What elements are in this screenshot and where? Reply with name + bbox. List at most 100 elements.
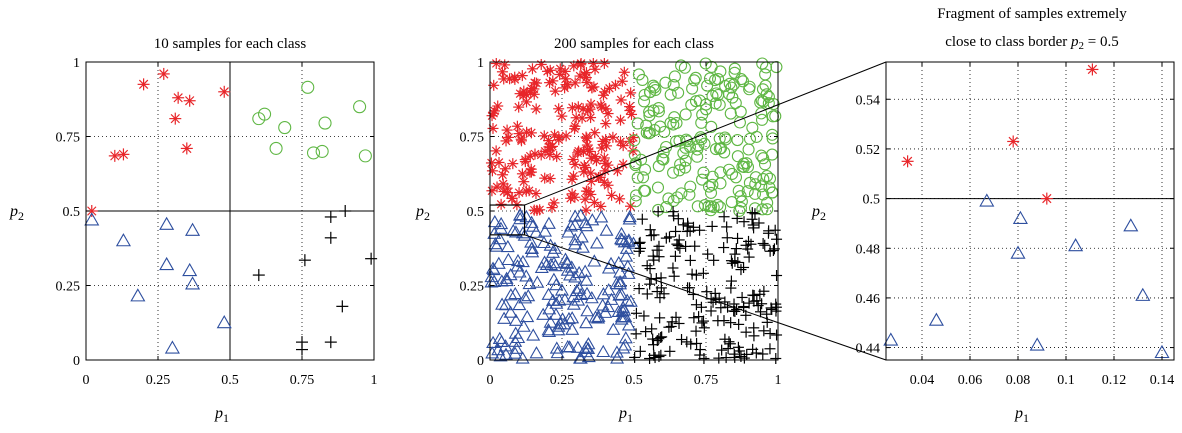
data-point bbox=[539, 172, 551, 184]
data-point bbox=[733, 204, 746, 217]
data-point bbox=[584, 291, 599, 304]
data-point bbox=[743, 297, 755, 309]
data-point bbox=[536, 307, 551, 320]
data-point bbox=[574, 70, 586, 82]
data-point bbox=[671, 191, 684, 204]
y-tick-label: 0.48 bbox=[856, 242, 881, 257]
x-tick-label: 0 bbox=[487, 373, 494, 388]
data-point bbox=[573, 208, 588, 221]
data-point bbox=[681, 336, 693, 348]
data-point bbox=[278, 121, 292, 135]
data-point bbox=[979, 193, 995, 207]
data-point bbox=[518, 176, 530, 188]
series-star bbox=[85, 67, 231, 217]
data-point bbox=[625, 87, 637, 99]
data-point bbox=[588, 196, 600, 208]
data-point bbox=[546, 255, 561, 269]
data-point bbox=[716, 344, 728, 356]
data-point bbox=[652, 206, 664, 218]
y-tick-label: 0 bbox=[73, 354, 80, 369]
x-tick-label: 0.25 bbox=[146, 373, 171, 388]
data-point bbox=[585, 152, 597, 164]
data-point bbox=[641, 260, 653, 272]
y-tick-label: 0.25 bbox=[56, 280, 81, 295]
data-point bbox=[694, 224, 706, 236]
y-tick-label: 0.46 bbox=[856, 292, 881, 307]
data-point bbox=[607, 131, 619, 143]
data-point bbox=[618, 66, 630, 78]
data-point bbox=[667, 262, 679, 274]
x-tick-label: 0.14 bbox=[1150, 373, 1175, 388]
data-point bbox=[695, 301, 707, 313]
data-point bbox=[668, 210, 680, 222]
data-point bbox=[566, 173, 578, 185]
data-point bbox=[510, 259, 525, 272]
x-tick-label: 1 bbox=[775, 373, 782, 388]
data-point bbox=[664, 116, 677, 129]
data-point bbox=[503, 288, 518, 301]
data-point bbox=[296, 336, 308, 349]
data-point bbox=[529, 225, 544, 238]
data-point bbox=[1029, 337, 1045, 351]
series-circle bbox=[252, 80, 372, 163]
data-point bbox=[581, 341, 596, 354]
data-point bbox=[580, 304, 595, 317]
y-axis-label: p2 bbox=[811, 203, 826, 223]
data-point bbox=[649, 352, 661, 364]
data-point bbox=[684, 180, 697, 193]
data-point bbox=[670, 225, 682, 237]
data-point bbox=[672, 86, 685, 99]
data-point bbox=[712, 88, 725, 102]
data-point bbox=[538, 224, 553, 237]
data-point bbox=[679, 108, 692, 121]
data-point bbox=[252, 269, 265, 282]
data-point bbox=[698, 322, 710, 334]
data-point bbox=[551, 151, 563, 163]
y-tick-label: 0.5 bbox=[863, 193, 881, 208]
data-point bbox=[487, 226, 502, 239]
data-point bbox=[714, 177, 727, 190]
data-point bbox=[524, 215, 539, 228]
data-point bbox=[552, 293, 567, 306]
data-point bbox=[668, 70, 681, 83]
series-plus bbox=[252, 205, 378, 356]
data-point bbox=[699, 103, 713, 116]
x-tick-label: 1 bbox=[371, 373, 378, 388]
data-point bbox=[672, 240, 684, 252]
data-point bbox=[721, 221, 733, 233]
data-point bbox=[569, 158, 581, 170]
data-point bbox=[764, 245, 776, 257]
data-point bbox=[883, 332, 899, 346]
data-point bbox=[491, 342, 506, 356]
data-point bbox=[725, 81, 738, 94]
data-point bbox=[513, 101, 525, 113]
data-point bbox=[677, 147, 690, 160]
data-point bbox=[709, 97, 722, 110]
data-point bbox=[662, 192, 675, 205]
data-point bbox=[569, 120, 581, 132]
data-point bbox=[269, 141, 283, 155]
x-tick-label: 0.5 bbox=[625, 373, 643, 388]
data-point bbox=[673, 164, 686, 177]
data-point bbox=[614, 226, 629, 240]
plot-frame bbox=[885, 61, 1175, 361]
data-point bbox=[764, 343, 776, 355]
y-tick-label: 0.52 bbox=[856, 143, 881, 158]
data-point bbox=[508, 313, 523, 326]
data-point bbox=[689, 240, 701, 252]
x-axis-label: p1 bbox=[618, 405, 633, 425]
data-point bbox=[551, 323, 566, 336]
data-point bbox=[519, 154, 531, 166]
data-point bbox=[649, 83, 662, 97]
data-point bbox=[614, 310, 629, 323]
data-point bbox=[726, 257, 738, 269]
data-point bbox=[761, 203, 774, 216]
data-point bbox=[693, 311, 705, 323]
data-point bbox=[737, 160, 751, 173]
data-point bbox=[495, 297, 510, 310]
data-point bbox=[610, 351, 625, 364]
data-point bbox=[615, 232, 630, 246]
data-point bbox=[642, 127, 655, 140]
data-point bbox=[747, 219, 759, 231]
data-point bbox=[585, 175, 597, 187]
